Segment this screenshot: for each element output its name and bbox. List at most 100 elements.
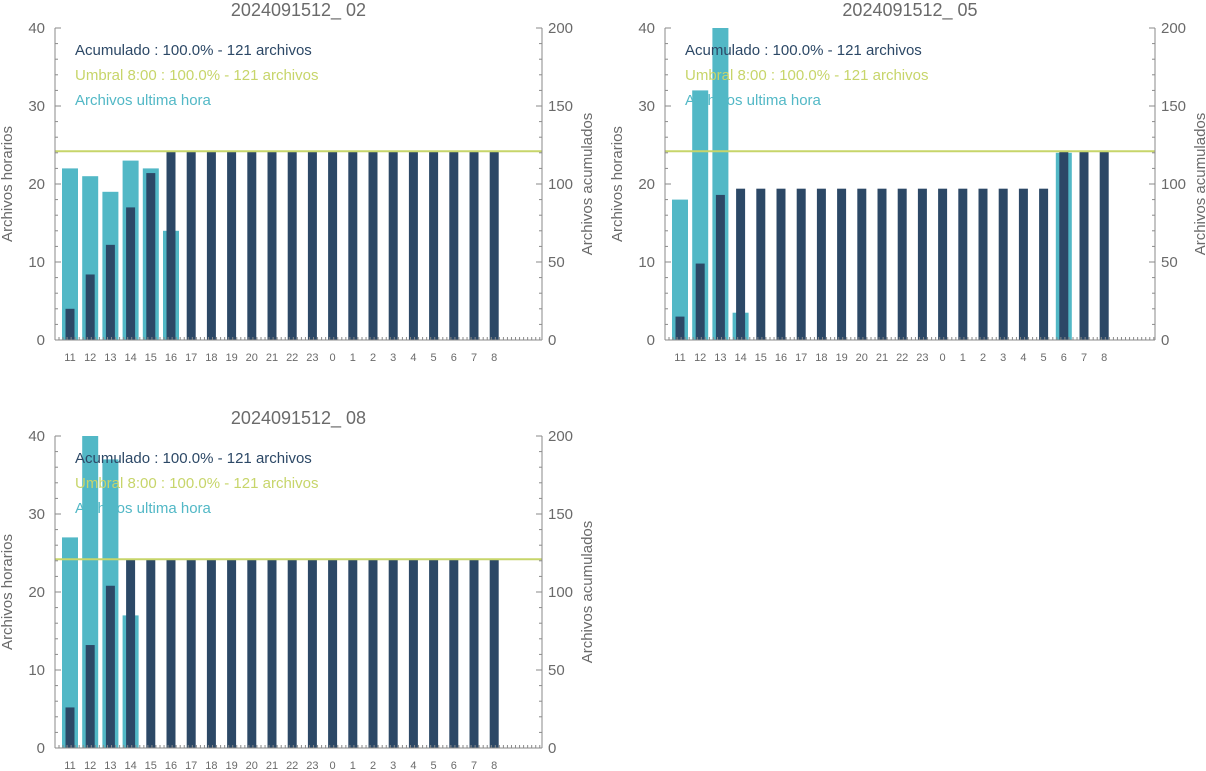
x-tick-label: 14 — [124, 352, 136, 364]
x-tick-label: 1 — [960, 352, 966, 364]
cumulative-bar — [368, 559, 378, 748]
right-tick-label: 200 — [1161, 20, 1186, 37]
x-tick-label: 21 — [876, 352, 888, 364]
x-tick-label: 21 — [266, 352, 278, 364]
x-tick-label: 3 — [390, 760, 396, 771]
x-tick-label: 12 — [694, 352, 706, 364]
cumulative-bar — [1018, 188, 1028, 340]
cumulative-bar — [307, 151, 317, 340]
x-tick-label: 20 — [246, 760, 258, 771]
x-tick-label: 15 — [145, 352, 157, 364]
chart-title: 2024091512_ 05 — [842, 0, 977, 21]
cumulative-bar — [388, 151, 398, 340]
cumulative-bar — [978, 188, 988, 340]
x-tick-label: 17 — [185, 352, 197, 364]
cumulative-bar — [715, 194, 725, 340]
x-tick-label: 13 — [714, 352, 726, 364]
cumulative-bar — [675, 316, 685, 340]
cumulative-bar — [65, 707, 75, 748]
cumulative-bar — [489, 151, 499, 340]
x-tick-label: 8 — [491, 352, 497, 364]
right-tick-label: 50 — [548, 662, 565, 679]
left-tick-label: 0 — [647, 332, 655, 349]
x-tick-label: 18 — [205, 760, 217, 771]
x-tick-label: 7 — [471, 352, 477, 364]
y-axis-label-left: Archivos horarios — [0, 534, 16, 650]
right-tick-label: 200 — [548, 20, 573, 37]
x-tick-label: 6 — [1061, 352, 1067, 364]
left-tick-label: 20 — [638, 176, 655, 193]
right-tick-label: 0 — [548, 332, 556, 349]
left-tick-label: 30 — [28, 98, 45, 115]
x-tick-label: 22 — [286, 352, 298, 364]
x-tick-label: 23 — [306, 352, 318, 364]
bars — [672, 28, 1109, 340]
y-axis-label-left: Archivos horarios — [0, 126, 16, 242]
x-tick-label: 23 — [916, 352, 928, 364]
bars — [62, 151, 499, 340]
right-tick-label: 50 — [548, 254, 565, 271]
chart-title: 2024091512_ 08 — [231, 408, 366, 429]
chart-title: 2024091512_ 02 — [231, 0, 366, 21]
cumulative-bar — [126, 559, 136, 748]
cumulative-bar — [429, 151, 439, 340]
legend-hourly: Archivos ultima hora — [685, 92, 822, 109]
x-tick-label: 3 — [1000, 352, 1006, 364]
x-tick-label: 2 — [980, 352, 986, 364]
x-tick-label: 4 — [410, 760, 416, 771]
cumulative-bar — [816, 188, 826, 340]
x-tick-label: 8 — [491, 760, 497, 771]
x-tick-label: 16 — [165, 352, 177, 364]
cumulative-bar — [166, 151, 176, 340]
x-tick-label: 7 — [471, 760, 477, 771]
cumulative-bar — [388, 559, 398, 748]
x-tick-label: 22 — [896, 352, 908, 364]
right-tick-label: 50 — [1161, 254, 1178, 271]
y-axis-label-left: Archivos horarios — [609, 126, 626, 242]
cumulative-bar — [489, 559, 499, 748]
x-tick-label: 1 — [350, 352, 356, 364]
cumulative-bar — [105, 585, 115, 748]
cumulative-bar — [469, 559, 479, 748]
cumulative-bar — [227, 151, 237, 340]
cumulative-bar — [736, 188, 746, 340]
x-tick-label: 13 — [104, 352, 116, 364]
cumulative-bar — [449, 151, 459, 340]
right-tick-label: 200 — [548, 428, 573, 445]
x-tick-label: 15 — [145, 760, 157, 771]
cumulative-bar — [1059, 151, 1069, 340]
x-tick-label: 20 — [246, 352, 258, 364]
right-tick-label: 100 — [548, 176, 573, 193]
x-tick-label: 15 — [755, 352, 767, 364]
cumulative-bar — [938, 188, 948, 340]
cumulative-bar — [186, 151, 196, 340]
legend-cumulative: Acumulado : 100.0% - 121 archivos — [75, 42, 312, 59]
cumulative-bar — [247, 151, 257, 340]
hourly-bar — [672, 199, 688, 340]
legend-threshold: Umbral 8:00 : 100.0% - 121 archivos — [75, 67, 318, 84]
x-tick-label: 17 — [795, 352, 807, 364]
cumulative-bar — [408, 151, 418, 340]
x-tick-label: 14 — [124, 760, 136, 771]
left-tick-label: 10 — [28, 254, 45, 271]
left-tick-label: 10 — [28, 662, 45, 679]
x-tick-label: 5 — [1041, 352, 1047, 364]
cumulative-bar — [328, 559, 338, 748]
left-tick-label: 0 — [37, 740, 45, 757]
cumulative-bar — [206, 559, 216, 748]
cumulative-bar — [85, 274, 95, 340]
x-tick-label: 6 — [451, 352, 457, 364]
x-tick-label: 20 — [856, 352, 868, 364]
x-tick-label: 11 — [64, 352, 75, 364]
x-tick-label: 18 — [205, 352, 217, 364]
x-tick-label: 17 — [185, 760, 197, 771]
cumulative-bar — [267, 559, 277, 748]
cumulative-bar — [287, 559, 297, 748]
cumulative-bar — [958, 188, 968, 340]
cumulative-bar — [348, 151, 358, 340]
cumulative-bar — [1039, 188, 1049, 340]
x-tick-label: 2 — [370, 760, 376, 771]
x-tick-label: 11 — [674, 352, 685, 364]
x-tick-label: 7 — [1081, 352, 1087, 364]
legend-cumulative: Acumulado : 100.0% - 121 archivos — [685, 42, 922, 59]
